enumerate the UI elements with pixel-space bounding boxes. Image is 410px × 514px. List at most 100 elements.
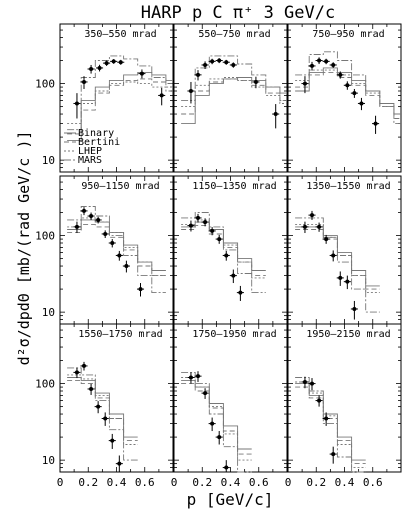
panel-5: 1150–1350 mrad: [173, 175, 288, 325]
data-point: [229, 62, 237, 68]
data-point: [103, 60, 111, 66]
data-point: [329, 62, 337, 68]
data-point: [372, 115, 380, 134]
y-axis-label: d²σ/dpdΘ [mb/(rad GeV/c )]: [15, 131, 33, 366]
panel-8: 0 0.2 0.4 0.6 1750–1950 mrad: [171, 323, 288, 489]
data-point: [357, 97, 365, 111]
data-point: [222, 250, 230, 261]
model-line-lhep: [181, 219, 266, 279]
data-point: [194, 371, 202, 382]
model-line-mars: [181, 55, 287, 102]
data-point: [94, 401, 102, 414]
x-axis-label: p [GeV/c]: [187, 490, 274, 509]
model-line-mars: [67, 206, 166, 294]
data-point: [208, 417, 216, 432]
model-line-mars: [295, 51, 401, 125]
data-point: [201, 218, 209, 227]
data-point: [308, 378, 316, 391]
model-line-mars: [67, 367, 138, 461]
y-tick-label: 100: [35, 230, 55, 243]
x-tick-label: 0.2: [78, 476, 98, 489]
data-point: [236, 285, 244, 301]
data-point: [122, 260, 130, 273]
model-line-binary: [67, 377, 138, 438]
legend-entry: LHEP: [78, 146, 102, 157]
data-point: [215, 234, 223, 244]
x-tick-label: 0: [171, 476, 178, 489]
y-tick-label: 100: [35, 378, 55, 391]
panel-label: 1150–1350 mrad: [192, 181, 276, 192]
model-line-lhep: [181, 377, 252, 461]
panel-6: 1350–1550 mrad: [287, 175, 402, 325]
data-point: [80, 76, 88, 89]
data-point: [322, 58, 330, 65]
data-point: [343, 275, 351, 290]
data-point: [301, 221, 309, 234]
x-tick-label: 0: [57, 476, 64, 489]
chart-title: HARP p C π⁺ 3 GeV/c: [141, 3, 335, 23]
data-point: [110, 59, 118, 64]
data-point: [73, 221, 81, 234]
panel-frame: [287, 175, 402, 325]
data-point: [229, 269, 237, 284]
model-line-bertini: [67, 379, 138, 442]
data-point: [208, 58, 216, 65]
panel-frame: [173, 323, 288, 473]
data-point: [101, 230, 109, 238]
data-point: [215, 431, 223, 445]
data-point: [315, 395, 323, 407]
data-point: [108, 433, 116, 449]
model-line-bertini: [295, 71, 401, 119]
data-point: [301, 376, 309, 389]
data-point: [336, 271, 344, 286]
data-point: [308, 61, 316, 71]
data-point: [94, 216, 102, 224]
data-point: [117, 59, 125, 65]
panel-label: 350–550 mrad: [84, 29, 156, 40]
y-tick-label: 10: [42, 306, 55, 319]
data-point: [336, 71, 344, 79]
model-line-mars: [295, 217, 380, 313]
data-point: [315, 57, 323, 65]
data-point: [343, 81, 351, 90]
panel-label: 1950–2150 mrad: [306, 329, 390, 340]
model-line-mars: [181, 371, 252, 473]
model-line-binary: [67, 71, 173, 142]
model-line-lhep: [295, 69, 401, 115]
data-point: [308, 210, 316, 220]
data-point: [201, 388, 209, 399]
panel-label: 1350–1550 mrad: [306, 181, 390, 192]
panel-label: 1550–1750 mrad: [78, 329, 162, 340]
model-line-bertini: [181, 225, 266, 277]
data-point: [322, 412, 330, 426]
panel-3: 750–950 mrad: [287, 23, 402, 173]
data-point: [201, 61, 209, 70]
data-point: [96, 64, 104, 72]
x-tick-label: 0.4: [335, 476, 355, 489]
y-tick-label: 10: [42, 154, 55, 167]
x-tick-label: 0.6: [249, 476, 269, 489]
panel-label: 1750–1950 mrad: [192, 329, 276, 340]
legend-entry: Bertini: [78, 137, 120, 148]
data-point: [115, 250, 123, 261]
data-point: [138, 69, 146, 79]
model-line-mars: [67, 55, 173, 131]
panel-7: 10 100 0 0.2 0.4 0.6 1550–1750 mrad: [35, 323, 174, 489]
data-point: [272, 104, 280, 129]
model-line-bertini: [295, 386, 366, 465]
data-point: [187, 220, 195, 232]
data-point: [136, 283, 145, 297]
data-point: [215, 58, 223, 64]
data-point: [301, 76, 309, 94]
data-point: [87, 212, 95, 220]
data-point: [329, 250, 337, 262]
legend-entry: MARS: [78, 155, 102, 166]
panel-9: 0 0.2 0.4 0.6 1950–2150 mrad: [285, 323, 402, 489]
model-line-bertini: [181, 383, 252, 455]
model-line-mars: [295, 377, 366, 473]
data-point: [329, 446, 337, 464]
legend-entry: Binary: [78, 128, 114, 139]
x-tick-label: 0.6: [363, 476, 383, 489]
